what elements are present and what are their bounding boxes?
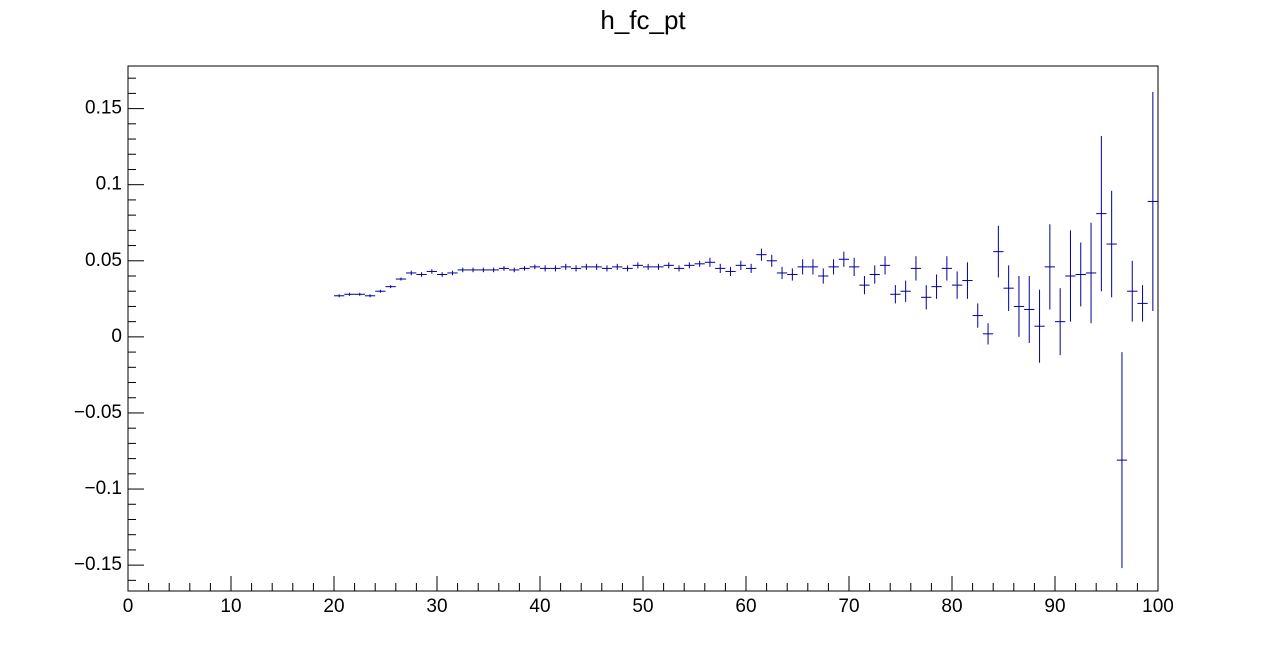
x-tick-label: 40: [529, 596, 550, 617]
y-tick-label: −0.05: [74, 402, 122, 423]
y-tick-label: 0.15: [85, 98, 122, 119]
y-tick-label: 0: [111, 326, 122, 347]
y-tick-label: −0.15: [74, 554, 122, 575]
x-tick-label: 10: [220, 596, 241, 617]
x-tick-label: 0: [123, 596, 134, 617]
x-tick-label: 60: [735, 596, 756, 617]
x-tick-label: 100: [1142, 596, 1174, 617]
chart-title: h_fc_pt: [600, 5, 686, 35]
x-tick-label: 80: [941, 596, 962, 617]
x-tick-label: 30: [426, 596, 447, 617]
y-tick-label: 0.05: [85, 250, 122, 271]
x-tick-label: 20: [323, 596, 344, 617]
x-tick-label: 50: [632, 596, 653, 617]
y-tick-label: 0.1: [96, 174, 122, 195]
plot-frame: [127, 65, 1159, 592]
y-tick-label: −0.1: [84, 478, 122, 499]
x-tick-label: 70: [838, 596, 859, 617]
x-tick-label: 90: [1044, 596, 1065, 617]
